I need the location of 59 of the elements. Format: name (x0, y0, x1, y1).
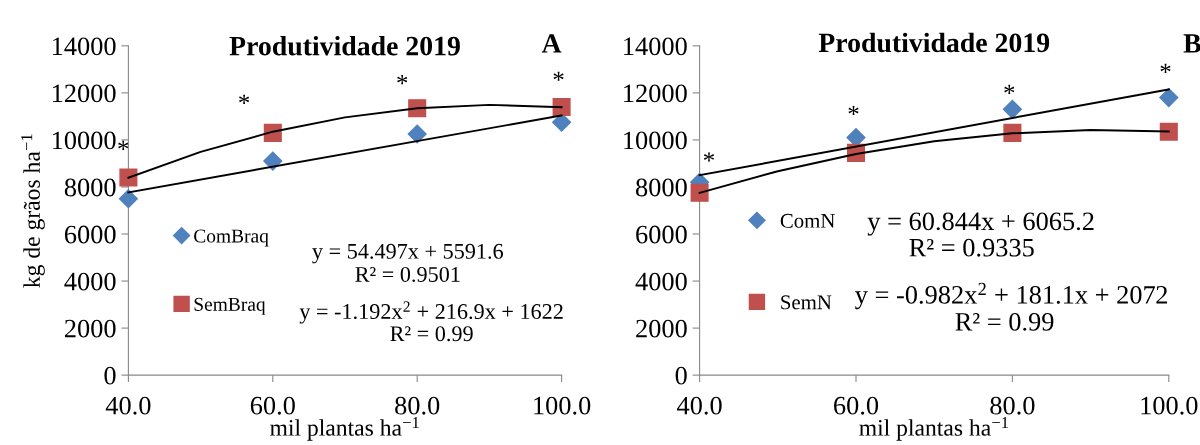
annotation: * (239, 94, 250, 104)
x-tick-label: 40.0 (105, 396, 151, 415)
point (1159, 88, 1179, 108)
y-tick-label: 8000 (636, 178, 687, 197)
x-axis-title: mil plantas ha$^{−1}$ (859, 417, 1008, 441)
y-tick-label: 10000 (624, 131, 687, 150)
chart-title: Produtividade 2019 (818, 32, 1050, 53)
y-tick-label: 8000 (64, 178, 116, 197)
annotation: y = 60.844x + 6065.2 (867, 212, 1094, 236)
y-tick-label: 4000 (64, 272, 116, 291)
legend-label: ComN (780, 213, 835, 228)
x-tick-label: 80.0 (395, 396, 440, 415)
point (1002, 99, 1022, 119)
point (263, 151, 283, 171)
y-tick-label: 6000 (64, 225, 116, 244)
annotation: * (703, 152, 715, 162)
annotation: y = -1.192x$^{2}$ + 216.9x + 1622 (299, 301, 563, 324)
y-tick-label: 12000 (52, 84, 116, 103)
y-tick-label: 4000 (635, 272, 687, 291)
x-tick-label: 60.0 (834, 396, 879, 415)
y-tick-label: 0 (104, 366, 116, 385)
point (119, 168, 138, 187)
annotation: A (541, 34, 562, 53)
y-axis-title: kg de grãos ha$^{−1}$ (21, 134, 45, 288)
annotation: y = 54.497x + 5591.6 (312, 243, 504, 264)
chart-title: Produtividade 2019 (229, 35, 460, 56)
y-tick-label: 2000 (64, 319, 116, 338)
x-tick-label: 80.0 (990, 396, 1035, 415)
annotation: R² = 0.9335 (909, 238, 1034, 257)
y-tick-label: 14000 (52, 37, 116, 56)
annotation: * (553, 71, 564, 81)
annotation: * (848, 105, 859, 116)
text: * (118, 140, 129, 151)
annotation: R² = 0.99 (390, 326, 473, 342)
legend-label: SemBraq (194, 297, 266, 315)
y-tick-label: 6000 (636, 225, 687, 244)
y-tick-label: 12000 (624, 84, 687, 103)
annotation: R² = 0.9501 (355, 266, 460, 282)
annotation: * (397, 74, 408, 85)
x-tick-label: 40.0 (677, 396, 722, 415)
annotation: R² = 0.99 (955, 312, 1054, 331)
text: B (1183, 34, 1200, 53)
x-tick-label: 60.0 (250, 396, 295, 415)
legend-label: ComBraq (194, 229, 269, 247)
y-tick-label: 14000 (624, 37, 687, 56)
y-tick-label: 2000 (636, 319, 687, 338)
point (1159, 122, 1178, 141)
annotation: * (1004, 84, 1015, 95)
y-tick-label: 0 (675, 366, 687, 385)
point (690, 183, 709, 202)
annotation: y = -0.982x$^{2}$ + 181.1x + 2072 (855, 282, 1167, 310)
x-tick-label: 100.0 (534, 396, 591, 415)
annotation: * (1160, 63, 1171, 73)
point (118, 189, 138, 209)
legend-label: SemN (781, 295, 832, 310)
x-axis-title: mil plantas ha$^{−1}$ (270, 417, 419, 441)
point (407, 124, 427, 144)
x-tick-label: 100.0 (1141, 396, 1198, 415)
y-tick-label: 10000 (52, 131, 116, 150)
